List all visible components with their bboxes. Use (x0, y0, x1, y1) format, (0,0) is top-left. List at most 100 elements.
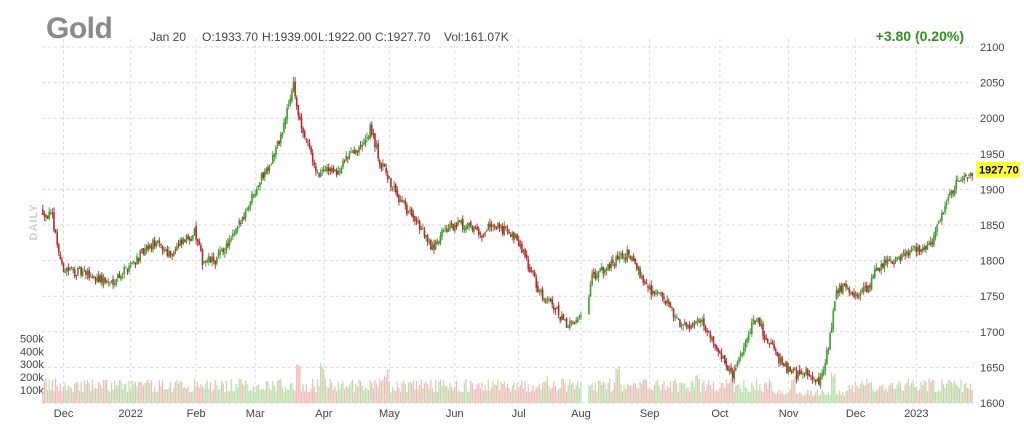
candle-body (591, 273, 593, 286)
candle-body (921, 247, 924, 251)
candle-body (704, 326, 707, 331)
volume-bar (296, 364, 298, 403)
volume-bar (176, 379, 178, 403)
volume-bar (94, 388, 97, 403)
candle-body (637, 266, 640, 271)
volume-bar (839, 390, 841, 403)
candle-body (148, 244, 151, 248)
volume-bar (883, 391, 885, 403)
candle-body (375, 144, 378, 147)
candle-body (461, 218, 464, 230)
candle-body (156, 240, 159, 243)
candle-body (69, 267, 71, 270)
candle-body (457, 220, 459, 226)
volume-bar (741, 391, 743, 403)
candle-body (369, 124, 371, 139)
volume-bar (377, 386, 379, 403)
candle-body (751, 322, 753, 335)
volume-bar (565, 391, 568, 403)
candle-body (741, 354, 744, 356)
candle-body (513, 232, 515, 240)
volume-bar (776, 392, 778, 403)
candle-body (257, 185, 260, 187)
candle-body (533, 271, 536, 277)
volume-bar (510, 391, 512, 403)
volume-bar (537, 386, 539, 403)
volume-bar (412, 380, 414, 403)
candle-body (897, 258, 900, 260)
candle-body (754, 321, 756, 324)
candle-body (273, 153, 276, 157)
candle-body (406, 204, 408, 215)
volume-bar (831, 372, 833, 403)
candle-body (147, 245, 149, 250)
candle-body (136, 256, 138, 264)
candle-body (206, 260, 209, 262)
volume-bar (963, 384, 965, 403)
volume-bar (150, 380, 152, 403)
candle-body (212, 257, 215, 262)
volume-bar (768, 379, 770, 403)
candle-body (675, 316, 678, 318)
volume-bar (489, 390, 491, 403)
candle-body (409, 209, 411, 212)
volume-bar (401, 383, 403, 403)
candle-body (220, 250, 223, 252)
volume-bar (396, 381, 398, 403)
volume-bar (51, 379, 53, 403)
candle-body (172, 251, 175, 256)
volume-bar (302, 384, 304, 403)
candle-body (241, 217, 244, 222)
candle-body (493, 225, 496, 227)
candle-body (171, 254, 173, 256)
candle-body (476, 226, 478, 230)
candle-body (834, 301, 836, 312)
candle-body (794, 368, 796, 370)
candle-body (484, 232, 486, 234)
candle-body (854, 292, 857, 296)
candle-body (331, 167, 333, 173)
candle-body (656, 291, 659, 294)
volume-bar (110, 382, 113, 403)
candle-body (891, 261, 894, 265)
candle-body (826, 349, 828, 364)
candle-body (473, 226, 475, 232)
candle-body (805, 368, 807, 375)
volume-bar (922, 385, 924, 403)
volume-bar (391, 387, 394, 403)
candle-body (492, 225, 494, 227)
candle-body (109, 282, 111, 284)
candle-body (835, 290, 838, 300)
volume-bar (639, 381, 641, 403)
bar-date: Jan 20 (150, 30, 187, 44)
candle-body (54, 230, 57, 233)
volume-bar (363, 390, 365, 403)
candle-body (426, 235, 429, 242)
candle-body (549, 299, 552, 301)
volume-bar (914, 387, 916, 403)
candle-body (222, 248, 225, 253)
candle-body (112, 278, 114, 285)
candle-body (441, 229, 443, 237)
candle-body (283, 122, 285, 133)
volume-bar (336, 391, 338, 403)
candle-body (530, 270, 533, 272)
candle-body (307, 141, 309, 143)
candle-body (880, 264, 882, 271)
volume-bar (730, 378, 732, 403)
candle-body (640, 276, 643, 278)
volume-bar (78, 390, 81, 403)
candle-body (187, 236, 189, 240)
candle-body (634, 259, 637, 264)
volume-bar (332, 390, 335, 403)
volume-bar (687, 387, 689, 403)
volume-bar (98, 381, 100, 403)
volume-bar (155, 391, 157, 403)
volume-bar (931, 379, 933, 403)
volume-bar (550, 389, 552, 403)
volume-bar (109, 391, 111, 403)
volume-bar (890, 383, 892, 403)
volume-bar (516, 383, 518, 403)
candle-body (532, 270, 534, 272)
